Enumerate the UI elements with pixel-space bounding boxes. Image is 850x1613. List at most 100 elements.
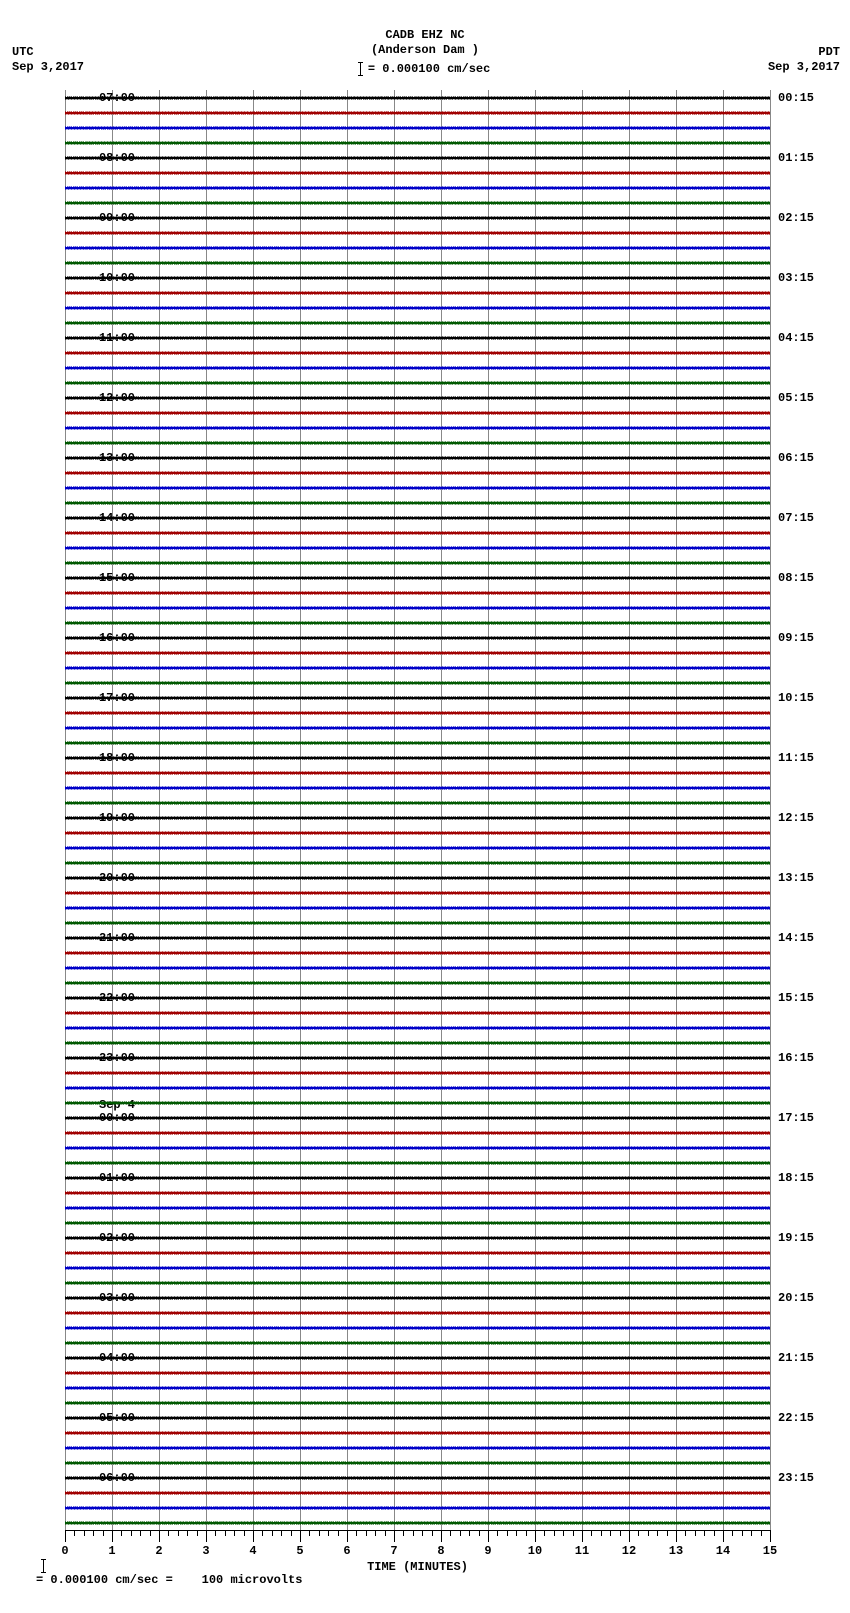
x-minor-tick	[187, 1530, 188, 1536]
trace-core	[65, 742, 770, 744]
trace-core	[65, 337, 770, 339]
footer-scale-text: = 0.000100 cm/sec = 100 microvolts	[29, 1573, 303, 1587]
x-major-tick	[65, 1530, 66, 1542]
trace-core	[65, 427, 770, 429]
trace-core	[65, 982, 770, 984]
x-minor-tick	[413, 1530, 414, 1536]
x-minor-tick	[168, 1530, 169, 1536]
trace-line	[65, 953, 770, 954]
x-major-tick	[394, 1530, 395, 1542]
trace-core	[65, 877, 770, 879]
trace-core	[65, 547, 770, 549]
trace-core	[65, 127, 770, 129]
trace-core	[65, 592, 770, 594]
trace-core	[65, 787, 770, 789]
trace-line	[65, 893, 770, 894]
pdt-hour-label: 17:15	[778, 1111, 814, 1125]
trace-core	[65, 187, 770, 189]
trace-core	[65, 697, 770, 699]
trace-line	[65, 1343, 770, 1344]
pdt-hour-label: 16:15	[778, 1051, 814, 1065]
trace-core	[65, 1027, 770, 1029]
trace-core	[65, 97, 770, 99]
x-minor-tick	[272, 1530, 273, 1536]
x-minor-tick	[714, 1530, 715, 1536]
trace-core	[65, 202, 770, 204]
trace-core	[65, 1372, 770, 1374]
x-minor-tick	[150, 1530, 151, 1536]
x-minor-tick	[648, 1530, 649, 1536]
trace-core	[65, 1072, 770, 1074]
header-scale-text: = 0.000100 cm/sec	[368, 62, 490, 76]
trace-line	[65, 1463, 770, 1464]
pdt-hour-label: 18:15	[778, 1171, 814, 1185]
scale-bar-icon	[43, 1559, 44, 1573]
trace-line	[65, 173, 770, 174]
x-axis-ticks	[65, 1530, 770, 1544]
trace-core	[65, 412, 770, 414]
x-minor-tick	[93, 1530, 94, 1536]
trace-core	[65, 1507, 770, 1509]
x-minor-tick	[742, 1530, 743, 1536]
trace-core	[65, 1282, 770, 1284]
x-minor-tick	[234, 1530, 235, 1536]
station-code: CADB EHZ NC	[0, 28, 850, 43]
trace-core	[65, 1327, 770, 1329]
trace-core	[65, 1387, 770, 1389]
trace-line	[65, 1523, 770, 1524]
x-minor-tick	[460, 1530, 461, 1536]
trace-line	[65, 938, 770, 939]
trace-line	[65, 128, 770, 129]
trace-line	[65, 998, 770, 999]
tz-right-date: Sep 3,2017	[768, 60, 840, 74]
trace-line	[65, 683, 770, 684]
trace-line	[65, 623, 770, 624]
trace-line	[65, 1313, 770, 1314]
trace-core	[65, 247, 770, 249]
trace-line	[65, 923, 770, 924]
trace-core	[65, 757, 770, 759]
trace-line	[65, 758, 770, 759]
trace-core	[65, 667, 770, 669]
trace-line	[65, 233, 770, 234]
trace-core	[65, 277, 770, 279]
x-minor-tick	[356, 1530, 357, 1536]
trace-core	[65, 262, 770, 264]
pdt-hour-label: 10:15	[778, 691, 814, 705]
x-major-tick	[488, 1530, 489, 1542]
seismogram-plot	[65, 90, 771, 1530]
x-minor-tick	[704, 1530, 705, 1536]
trace-line	[65, 743, 770, 744]
trace-line	[65, 833, 770, 834]
trace-core	[65, 1267, 770, 1269]
x-minor-tick	[84, 1530, 85, 1536]
station-name: (Anderson Dam )	[0, 43, 850, 58]
pdt-hour-label: 09:15	[778, 631, 814, 645]
x-minor-tick	[638, 1530, 639, 1536]
trace-line	[65, 338, 770, 339]
x-tick-label: 11	[575, 1544, 589, 1558]
footer-scale: = 0.000100 cm/sec = 100 microvolts	[0, 1545, 302, 1601]
trace-core	[65, 112, 770, 114]
trace-line	[65, 908, 770, 909]
trace-line	[65, 1493, 770, 1494]
trace-line	[65, 398, 770, 399]
tz-right-label: PDT	[818, 45, 840, 59]
trace-core	[65, 382, 770, 384]
x-minor-tick	[601, 1530, 602, 1536]
trace-line	[65, 1223, 770, 1224]
trace-line	[65, 968, 770, 969]
trace-core	[65, 682, 770, 684]
x-minor-tick	[197, 1530, 198, 1536]
trace-core	[65, 1237, 770, 1239]
pdt-hour-label: 04:15	[778, 331, 814, 345]
trace-core	[65, 802, 770, 804]
pdt-hour-label: 08:15	[778, 571, 814, 585]
x-minor-tick	[309, 1530, 310, 1536]
trace-core	[65, 352, 770, 354]
trace-line	[65, 1073, 770, 1074]
trace-core	[65, 922, 770, 924]
x-major-tick	[441, 1530, 442, 1542]
trace-line	[65, 1358, 770, 1359]
x-minor-tick	[103, 1530, 104, 1536]
